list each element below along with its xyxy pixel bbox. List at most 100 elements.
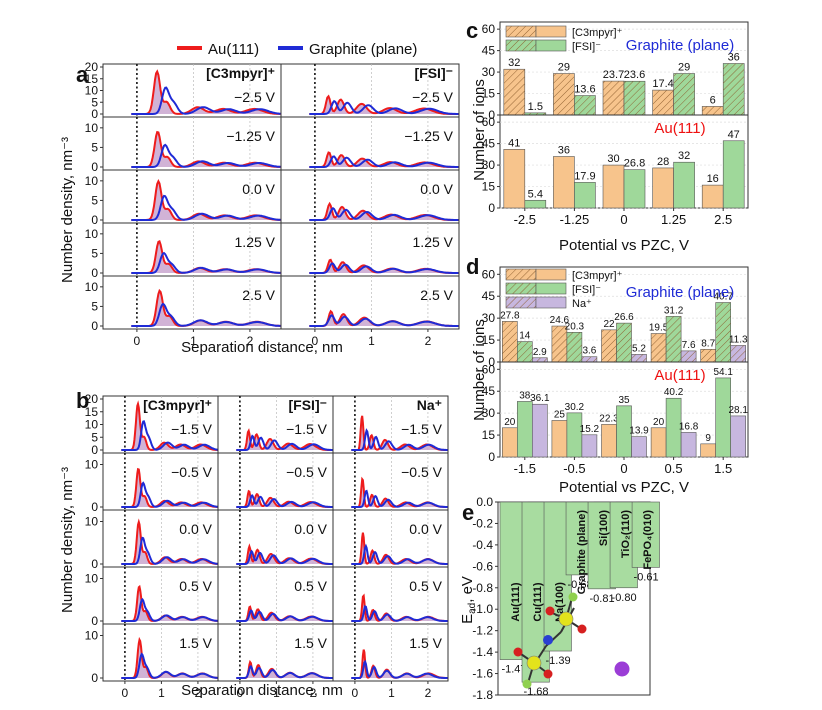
potential-label: −2.5 V: [412, 89, 454, 105]
graphite-density-line: [121, 652, 218, 679]
bar-hatch: [601, 329, 617, 362]
y-tick-label: 5: [91, 246, 98, 260]
graphite-density-line: [236, 434, 333, 451]
au-density-line: [236, 428, 333, 451]
bar-value-label: 35: [618, 395, 630, 406]
legend-label: Na⁺: [572, 298, 592, 310]
bar: [553, 156, 575, 209]
potential-label: 1.5 V: [294, 635, 327, 651]
y-tick-label: 0: [91, 671, 98, 685]
bar-value-label: 13.6: [574, 84, 595, 96]
panel-d: d Number of ions Potential vs PZC, V 0 15…: [466, 254, 749, 496]
potential-label: 2.5 V: [242, 287, 275, 303]
energy-value-label: -0.80: [612, 592, 637, 604]
surface-name-label: FePO₄(010): [642, 510, 654, 570]
bar-value-label: 5.4: [528, 188, 543, 200]
y-tick-label: 0: [488, 355, 495, 369]
graphite-density-line: [309, 207, 459, 221]
bar-hatch: [652, 90, 674, 115]
bar-hatch: [581, 356, 597, 362]
bar-hatch: [702, 106, 724, 115]
potential-label: 0.0 V: [420, 181, 453, 197]
graphite-density-line: [309, 262, 459, 274]
x-tick-label: 1.5: [714, 461, 732, 476]
ion-header: [C3mpyr]⁺: [143, 397, 212, 413]
x-tick-label: 1: [190, 334, 197, 348]
y-tick-label: 0: [91, 266, 98, 280]
potential-label: 0.0 V: [242, 181, 275, 197]
x-tick-label: 1: [388, 686, 395, 700]
energy-value-label: -1.47: [501, 664, 526, 676]
panel-b-xlabel: Separation distance, nm: [181, 682, 343, 699]
oxygen-atom: [513, 647, 523, 657]
ion-header: [FSI]⁻: [289, 397, 328, 413]
fsi-molecule-illustration: [513, 592, 630, 689]
bar-hatch: [517, 341, 533, 362]
x-tick-label: 2: [247, 334, 254, 348]
bar-value-label: 1.5: [528, 101, 543, 113]
x-tick-label: 0: [312, 334, 319, 348]
bar: [501, 427, 518, 458]
y-tick-label: 15: [482, 333, 496, 347]
y-tick-label: 0: [91, 500, 98, 514]
bar-value-label: 32: [678, 150, 690, 162]
bar: [701, 184, 724, 209]
bar-value-label: 40.2: [664, 387, 684, 398]
y-tick-label: 5: [91, 299, 98, 313]
graphite-density-line: [121, 536, 218, 565]
graphite-density-line: [351, 428, 448, 451]
panel-d-xlabel: Potential vs PZC, V: [559, 479, 689, 496]
panel-b-ylabel: Number density, nm⁻³: [59, 467, 76, 613]
surface-name-label: Na(100): [554, 582, 566, 622]
bar: [631, 436, 647, 458]
subplot-frame: [102, 623, 219, 682]
y-tick-label: 10: [85, 227, 99, 241]
bar-value-label: 26.8: [624, 158, 645, 170]
bar-value-label: 17.4: [652, 78, 673, 90]
bar-value-label: 24.6: [550, 315, 570, 326]
y-tick-label: -0.4: [472, 538, 493, 552]
bar-value-label: 36: [728, 51, 740, 63]
bar-value-label: 28: [657, 156, 669, 168]
y-tick-label: 10: [85, 629, 99, 643]
ion-header: [C3mpyr]⁺: [206, 65, 275, 81]
x-tick-label: 2: [195, 686, 202, 700]
y-tick-label: 30: [482, 158, 496, 172]
bar-hatch: [730, 345, 746, 362]
bar: [581, 434, 598, 458]
y-tick-label: 60: [482, 115, 496, 129]
graphite-density-line: [236, 549, 333, 565]
y-tick-label: 10: [85, 515, 99, 529]
subplot-frame: [102, 509, 219, 568]
y-tick-label: 0: [91, 557, 98, 571]
bar-value-label: 30: [607, 153, 619, 165]
bar-hatch: [681, 350, 697, 362]
potential-label: −0.5 V: [286, 464, 328, 480]
au-density-line: [309, 94, 459, 115]
oxygen-atom: [543, 669, 553, 679]
y-tick-label: 10: [85, 458, 99, 472]
x-tick-label: 1: [368, 334, 375, 348]
bar-value-label: 16: [707, 173, 719, 185]
bar-value-label: 26.6: [614, 312, 634, 323]
surface-label: Graphite (plane): [626, 37, 734, 54]
bar-hatch: [700, 349, 716, 362]
bar-value-label: 15.2: [580, 424, 600, 435]
bar-value-label: 16.8: [679, 421, 699, 432]
potential-label: 0.5 V: [409, 578, 442, 594]
legend-swatch-hatch: [506, 40, 536, 51]
ion-header: Na⁺: [417, 397, 442, 413]
legend-swatch-hatch: [506, 283, 536, 294]
y-tick-label: 0.0: [476, 495, 493, 509]
y-tick-label: 0: [91, 443, 98, 457]
graphite-density-line: [121, 597, 218, 622]
bar: [700, 443, 717, 458]
surface-name-label: Cu(111): [532, 582, 544, 621]
panel-b-letter: b: [76, 388, 89, 413]
potential-label: −1.5 V: [286, 421, 328, 437]
panel-d-chart: 0 15 30 45 60 27.8 24.6 22 19.5 8.7 14 20.3 26.6 31.2…: [482, 266, 749, 476]
bar-value-label: 27.8: [500, 310, 520, 321]
bar-hatch: [551, 326, 567, 362]
bar-value-label: 28.1: [728, 405, 748, 416]
subplot-frame: [102, 566, 219, 625]
